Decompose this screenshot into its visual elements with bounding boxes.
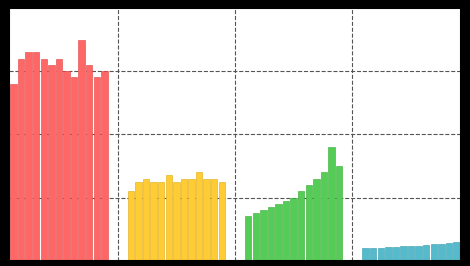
Bar [415, 246, 422, 261]
Bar [71, 77, 78, 261]
Bar [321, 172, 327, 261]
Bar [150, 182, 157, 261]
Bar [188, 178, 195, 261]
Bar [336, 166, 342, 261]
Bar [268, 207, 274, 261]
Bar [392, 247, 399, 261]
Bar [33, 52, 39, 261]
Bar [204, 178, 210, 261]
Bar [135, 182, 141, 261]
Bar [298, 191, 305, 261]
Bar [128, 191, 134, 261]
Bar [211, 178, 218, 261]
Bar [25, 52, 32, 261]
Bar [377, 248, 384, 261]
Bar [408, 246, 414, 261]
Bar [306, 185, 312, 261]
Bar [165, 175, 172, 261]
Bar [180, 178, 187, 261]
Bar [275, 204, 282, 261]
Bar [78, 40, 85, 261]
Bar [453, 242, 460, 261]
Bar [86, 65, 93, 261]
Bar [63, 71, 70, 261]
Bar [143, 178, 149, 261]
Bar [56, 59, 62, 261]
Bar [40, 59, 47, 261]
Bar [313, 178, 320, 261]
Bar [290, 197, 297, 261]
Bar [283, 201, 290, 261]
Bar [10, 84, 17, 261]
Bar [18, 59, 24, 261]
Bar [370, 248, 376, 261]
Bar [94, 77, 100, 261]
Bar [245, 217, 251, 261]
Bar [431, 244, 437, 261]
Bar [385, 247, 392, 261]
Bar [400, 246, 407, 261]
Bar [260, 210, 266, 261]
Bar [173, 182, 180, 261]
Bar [219, 182, 225, 261]
Bar [252, 213, 259, 261]
Bar [48, 65, 55, 261]
Bar [446, 243, 452, 261]
Bar [423, 245, 430, 261]
Bar [101, 71, 108, 261]
Bar [158, 182, 164, 261]
Bar [362, 248, 369, 261]
Bar [329, 147, 335, 261]
Bar [196, 172, 202, 261]
Bar [438, 244, 445, 261]
